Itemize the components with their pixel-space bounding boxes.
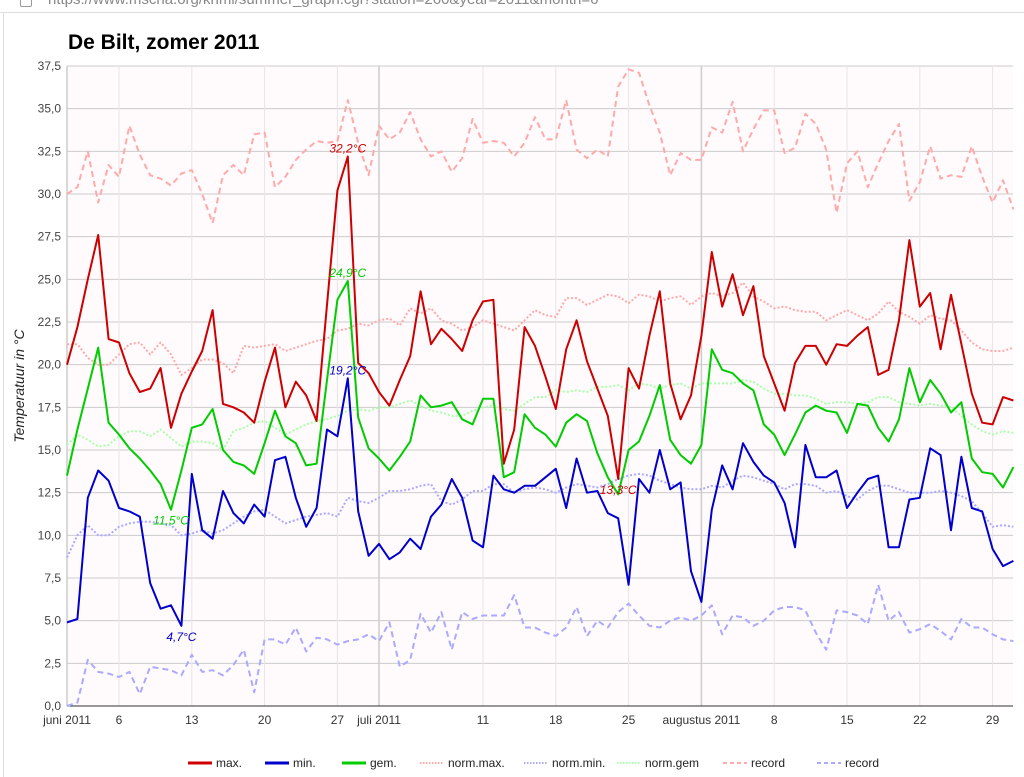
legend-label: min. — [293, 756, 316, 770]
y-tick-label: 22,5 — [38, 315, 62, 329]
x-tick-label: juni 2011 — [42, 713, 91, 727]
y-tick-label: 30,0 — [38, 187, 62, 201]
legend-item: gem. — [342, 756, 397, 770]
x-tick-label: 29 — [986, 713, 1000, 727]
x-axis-ticks: juni 2011 6 13 20 27 juli 2011 11 18 25 augustus … — [42, 713, 1000, 727]
series-line-normmin-4 — [66, 472, 1014, 558]
data-label: 13,3°C — [600, 483, 637, 497]
legend-label: norm.min. — [552, 756, 605, 770]
window-edge — [0, 12, 4, 777]
y-tick-label: 15,0 — [38, 443, 62, 457]
y-tick-label: 5,0 — [44, 614, 61, 628]
legend-label: record — [845, 756, 879, 770]
x-tick-label: 25 — [622, 713, 636, 727]
series-line-normgem-5 — [66, 379, 1014, 451]
legend-item: record — [817, 756, 879, 770]
annotations: 32,2°C 24,9°C 19,2°C 11,5°C 4,7°C 13,3°C — [153, 141, 637, 643]
x-tick-label: 6 — [116, 713, 123, 727]
data-label: 19,2°C — [329, 363, 366, 377]
data-label: 24,9°C — [328, 266, 366, 280]
x-tick-label: 13 — [185, 713, 199, 727]
page-icon — [20, 0, 32, 7]
series-line-record-6 — [66, 68, 1015, 224]
y-tick-label: 35,0 — [38, 102, 62, 116]
y-axis-ticks: 0,0 2,5 5,0 7,5 10,0 12,5 15,0 17,5 20,0 22,5 25,0… — [38, 59, 62, 713]
legend-item: min. — [265, 756, 316, 770]
legend: max. min. gem. norm.max. norm.min. norm.gem re… — [188, 756, 879, 770]
legend-item: norm.gem — [617, 756, 699, 770]
x-tick-label: 11 — [477, 713, 490, 727]
y-tick-label: 32,5 — [38, 144, 62, 158]
y-tick-label: 17,5 — [38, 400, 62, 414]
x-tick-label: 22 — [913, 713, 927, 727]
y-tick-label: 27,5 — [38, 230, 62, 244]
series-line-normmax-3 — [67, 281, 1014, 376]
legend-item: norm.max. — [420, 756, 505, 770]
y-tick-label: 37,5 — [38, 59, 62, 73]
series-lines — [66, 68, 1015, 707]
x-tick-label: augustus 2011 — [662, 713, 740, 727]
y-tick-label: 2,5 — [44, 656, 61, 670]
legend-item: norm.min. — [524, 756, 605, 770]
legend-label: norm.max. — [448, 756, 505, 770]
data-label: 32,2°C — [329, 141, 366, 155]
x-tick-label: 18 — [549, 713, 563, 727]
x-tick-label: 15 — [840, 713, 854, 727]
legend-label: norm.gem — [645, 756, 699, 770]
legend-item: record — [723, 756, 785, 770]
x-tick-label: 27 — [331, 713, 345, 727]
data-label: 11,5°C — [153, 514, 189, 528]
x-tick-label: 20 — [258, 713, 272, 727]
y-tick-label: 20,0 — [38, 358, 62, 372]
y-tick-label: 25,0 — [38, 272, 62, 286]
legend-label: record — [751, 756, 785, 770]
y-tick-label: 12,5 — [38, 486, 62, 500]
url-text[interactable]: https://www.mscha.org/knmi/summer_graph.… — [48, 0, 598, 8]
series-line-max-0 — [66, 155, 1014, 480]
series-line-min-1 — [66, 377, 1014, 627]
chart-title: De Bilt, zomer 2011 — [68, 31, 260, 54]
data-label: 4,7°C — [166, 630, 196, 644]
y-tick-label: 7,5 — [44, 571, 61, 585]
series-line-record-7 — [66, 583, 1014, 707]
legend-label: max. — [216, 756, 242, 770]
y-tick-label: 10,0 — [38, 528, 62, 542]
browser-url-bar[interactable]: https://www.mscha.org/knmi/summer_graph.… — [0, 0, 1024, 13]
legend-item: max. — [188, 756, 242, 770]
x-tick-label: juli 2011 — [356, 713, 401, 727]
y-axis-label: Temperatuur in °C — [11, 328, 27, 442]
x-tick-label: 8 — [771, 713, 778, 727]
legend-label: gem. — [370, 756, 397, 770]
y-tick-label: 0,0 — [44, 699, 61, 713]
series-line-gem-2 — [66, 280, 1015, 511]
